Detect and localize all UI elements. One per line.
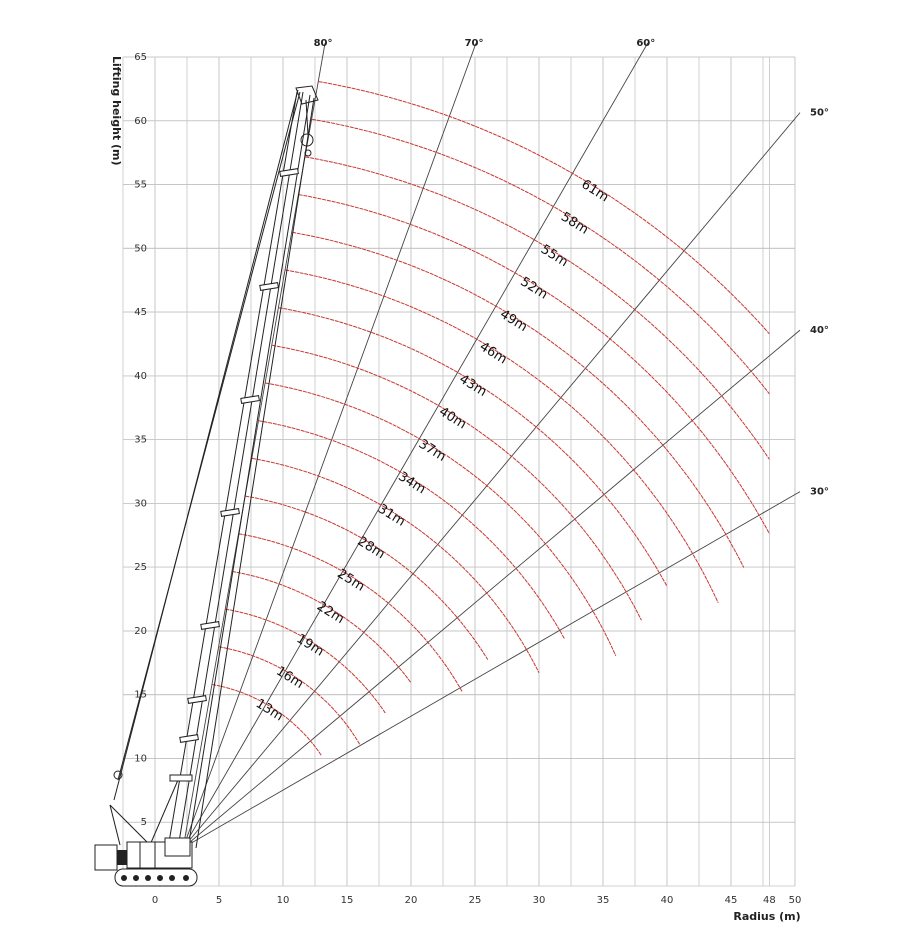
x-tick-label: 30 — [533, 895, 546, 906]
angle-ray — [182, 491, 801, 849]
arc-label: 31m — [375, 502, 408, 530]
arc-label: 37m — [416, 437, 449, 465]
y-tick-label: 35 — [134, 435, 147, 446]
boom-chord — [177, 91, 304, 849]
boom-arc — [252, 457, 540, 674]
arc-label: 61m — [579, 177, 612, 205]
arc-label: 34m — [395, 469, 428, 497]
x-tick-label: 20 — [405, 895, 418, 906]
boom-arc — [272, 344, 642, 621]
y-tick-label: 55 — [134, 180, 147, 191]
arc-label: 52m — [517, 274, 550, 302]
boom-chord — [167, 91, 298, 849]
boom-arc — [318, 81, 770, 335]
boom-arc — [265, 382, 617, 657]
backstay — [113, 89, 299, 801]
y-tick-label: 10 — [134, 753, 147, 764]
arc-label: 13m — [253, 696, 286, 724]
boom-arc — [218, 646, 361, 745]
y-axis-title: Lifting height (m) — [110, 56, 123, 166]
angle-rays: 80° 70° 60° 50° 40° 30° — [182, 38, 829, 849]
x-tick-label: 45 — [725, 895, 738, 906]
gantry — [149, 779, 179, 846]
y-tick-label: 65 — [134, 52, 147, 63]
boom-chord — [195, 97, 315, 849]
arc-label: 40m — [436, 404, 469, 432]
arc-label: 58m — [558, 210, 591, 238]
boom-arc — [278, 307, 668, 587]
angle-label: 80° — [314, 38, 333, 49]
hook-block — [300, 133, 314, 147]
arc-label: 25m — [334, 566, 367, 594]
y-tick-label: 50 — [134, 243, 147, 254]
arc-label: 55m — [538, 242, 571, 270]
angle-label: 40° — [810, 325, 829, 336]
angle-ray — [182, 112, 801, 849]
gantry-head — [169, 774, 193, 782]
crawler-track — [114, 868, 198, 887]
mast — [109, 804, 121, 846]
x-tick-label: 15 — [341, 895, 354, 906]
y-tick-label: 30 — [134, 498, 147, 509]
angle-ray — [182, 42, 649, 848]
backstay — [117, 91, 301, 781]
x-tick-label: 40 — [661, 895, 674, 906]
x-tick-label: 10 — [277, 895, 290, 906]
boom-arc — [298, 194, 770, 534]
boom-arc — [292, 231, 745, 568]
y-tick-label: 20 — [134, 626, 147, 637]
y-tick-label: 40 — [134, 371, 147, 382]
boom-sections — [179, 168, 299, 743]
y-tick-label: 5 — [141, 817, 147, 828]
angle-label: 70° — [465, 38, 484, 49]
x-tick-label: 0 — [152, 895, 158, 906]
angle-label: 30° — [810, 487, 829, 498]
x-tick-label: 35 — [597, 895, 610, 906]
track-rollers — [121, 875, 189, 881]
angle-label: 50° — [810, 108, 829, 119]
boom-chord — [187, 94, 311, 849]
crane — [94, 85, 319, 887]
boom-arc — [285, 269, 719, 604]
boom-arc — [258, 420, 566, 640]
boom-arc — [232, 570, 412, 684]
x-axis-title: Radius (m) — [733, 910, 800, 923]
y-tick-label: 45 — [134, 307, 147, 318]
labels: Radius (m) Lifting height (m) — [110, 56, 801, 923]
boom-arc — [312, 118, 770, 395]
mast — [109, 804, 151, 846]
boom-arc — [212, 684, 322, 756]
angle-ray — [182, 42, 477, 848]
y-tick-label: 25 — [134, 562, 147, 573]
arc-label: 19m — [294, 631, 327, 659]
cab — [164, 837, 191, 857]
boom-arc — [238, 533, 463, 692]
boom-arc — [305, 156, 770, 460]
arc-label: 46m — [477, 339, 510, 367]
boom-arc — [225, 608, 386, 714]
x-tick-label: 48 — [763, 895, 776, 906]
grid: 0 5 10 15 20 25 30 35 40 45 48 50510152025303540455… — [122, 52, 802, 906]
counterweight — [94, 844, 118, 871]
hook — [304, 149, 312, 157]
arc-label: 16m — [273, 664, 306, 692]
angle-label: 60° — [636, 38, 655, 49]
x-tick-label: 50 — [789, 895, 802, 906]
y-tick-label: 60 — [134, 116, 147, 127]
counterweight-block — [117, 850, 127, 865]
sheave — [113, 770, 123, 780]
x-tick-label: 25 — [469, 895, 482, 906]
arc-label: 22m — [314, 599, 347, 627]
arc-label: 49m — [497, 307, 530, 335]
boom-arc — [245, 495, 489, 660]
x-tick-label: 5 — [216, 895, 222, 906]
boom-head — [295, 85, 319, 105]
hoist-rope — [305, 99, 309, 136]
arc-label: 28m — [355, 534, 388, 562]
angle-ray — [182, 329, 801, 849]
